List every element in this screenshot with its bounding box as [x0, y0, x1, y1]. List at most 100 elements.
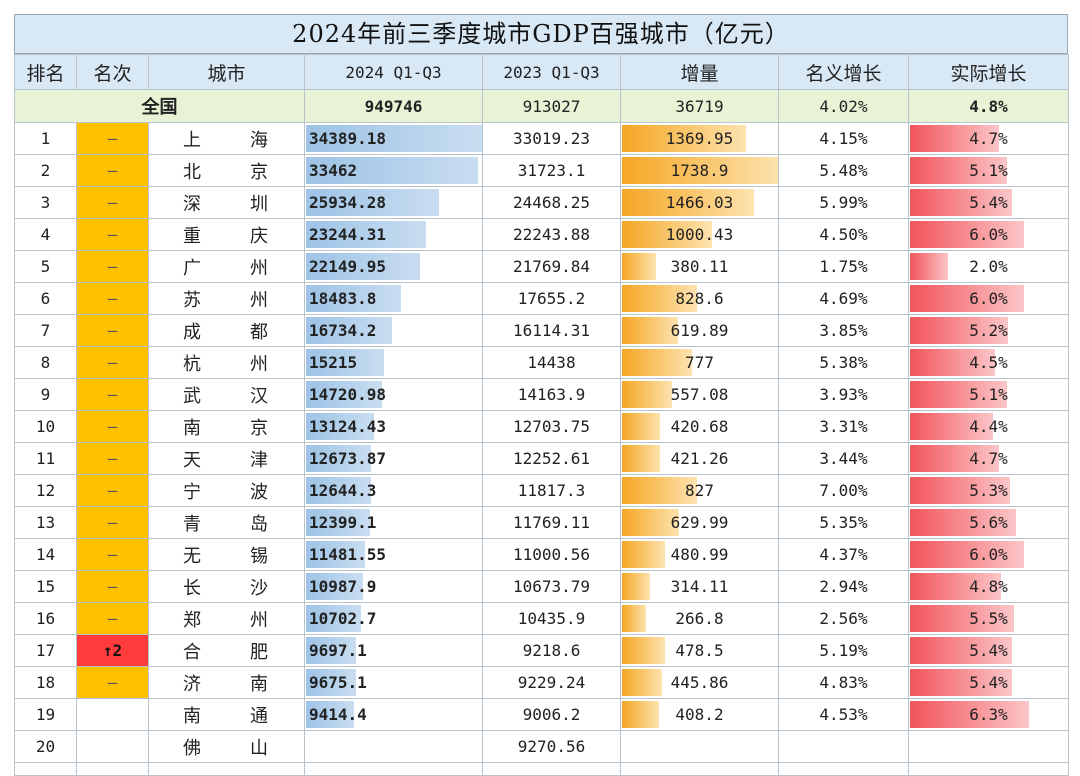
rank-cell: 15 — [14, 570, 77, 603]
real-growth-cell — [908, 730, 1069, 763]
city-char-2: 岛 — [250, 513, 268, 535]
table-row: 17 ↑2 合肥 9697.1 9218.6 478.5 5.19% 5.4% — [14, 634, 1069, 667]
real-growth-bar — [910, 701, 1030, 728]
increase-cell: 557.08 — [620, 378, 779, 411]
table-row: 8— 杭州 15215 14438 777 5.38% 4.5% — [14, 346, 1069, 379]
increase-cell: 478.5 — [620, 634, 779, 667]
col-header-nominal[interactable]: 名义增长 — [778, 54, 909, 90]
table-row: 16— 郑州 10702.7 10435.9 266.8 2.56% 5.5% — [14, 602, 1069, 635]
real-growth-bar — [910, 445, 1000, 472]
city-char-1: 杭 — [183, 353, 201, 375]
city-cell: 青岛 — [148, 506, 305, 539]
city-char-2: 海 — [250, 129, 268, 151]
real-growth-bar — [910, 413, 994, 440]
real-growth-cell: 6.3% — [908, 698, 1069, 731]
real-growth-bar — [910, 317, 1009, 344]
table-row: 11— 天津 12673.87 12252.61 421.26 3.44% 4.7% — [14, 442, 1069, 475]
table-row: 6— 苏州 18483.8 17655.2 828.6 4.69% 6.0% — [14, 282, 1069, 315]
nominal-growth-cell: 4.83% — [778, 666, 909, 699]
gdp2023-cell: 11000.56 — [482, 538, 621, 571]
nominal-growth-cell: 5.38% — [778, 346, 909, 379]
rank-cell: 13 — [14, 506, 77, 539]
increase-cell: 827 — [620, 474, 779, 507]
gdp2023-cell: 9229.24 — [482, 666, 621, 699]
real-growth-cell: 5.1% — [908, 154, 1069, 187]
rank-change-badge: — — [76, 666, 149, 699]
real-growth-cell: 4.7% — [908, 122, 1069, 155]
gdp2024-cell — [304, 730, 483, 763]
city-cell: 无锡 — [148, 538, 305, 571]
gdp2024-cell: 33462 — [304, 154, 483, 187]
table-row: 15— 长沙 10987.9 10673.79 314.11 2.94% 4.8% — [14, 570, 1069, 603]
real-growth-bar — [910, 381, 1007, 408]
gdp2024-cell: 25934.28 — [304, 186, 483, 219]
table-row: 4— 重庆 23244.31 22243.88 1000.43 4.50% 6.0% — [14, 218, 1069, 251]
city-cell: 深圳 — [148, 186, 305, 219]
gdp2023-cell: 16114.31 — [482, 314, 621, 347]
rank-change-badge: — — [76, 218, 149, 251]
real-growth-cell: 6.0% — [908, 218, 1069, 251]
col-header-real[interactable]: 实际增长 — [908, 54, 1069, 90]
city-char-1: 郑 — [183, 609, 201, 631]
city-char-1: 成 — [183, 321, 201, 343]
city-char-1: 青 — [183, 513, 201, 535]
increase-bar — [622, 157, 778, 184]
nominal-growth-cell: 5.35% — [778, 506, 909, 539]
increase-bar — [622, 189, 755, 216]
city-cell: 北京 — [148, 154, 305, 187]
col-header-gdp2023[interactable]: 2023 Q1-Q3 — [482, 54, 621, 90]
increase-cell: 380.11 — [620, 250, 779, 283]
city-char-1: 重 — [183, 225, 201, 247]
city-char-2: 州 — [250, 353, 268, 375]
nominal-growth-cell: 4.15% — [778, 122, 909, 155]
increase-bar — [622, 509, 679, 536]
real-growth-cell: 4.8% — [908, 570, 1069, 603]
rank-cell: 14 — [14, 538, 77, 571]
gdp2024-bar — [306, 125, 482, 152]
partial-row — [14, 762, 1069, 776]
national-real: 4.8% — [908, 89, 1069, 123]
table-row: 9— 武汉 14720.98 14163.9 557.08 3.93% 5.1% — [14, 378, 1069, 411]
gdp2024-bar — [306, 445, 372, 472]
increase-cell: 1000.43 — [620, 218, 779, 251]
gdp2023-cell: 9270.56 — [482, 730, 621, 763]
rank-cell: 3 — [14, 186, 77, 219]
col-header-city[interactable]: 城市 — [148, 54, 305, 90]
real-growth-bar — [910, 477, 1011, 504]
rank-cell: 5 — [14, 250, 77, 283]
gdp2024-bar — [306, 413, 374, 440]
gdp2023-cell: 14163.9 — [482, 378, 621, 411]
col-header-rank[interactable]: 排名 — [14, 54, 77, 90]
col-header-gdp2024[interactable]: 2024 Q1-Q3 — [304, 54, 483, 90]
table-title: 2024年前三季度城市GDP百强城市（亿元） — [14, 14, 1068, 54]
real-growth-bar — [910, 157, 1007, 184]
real-growth-cell: 5.3% — [908, 474, 1069, 507]
city-char-1: 广 — [183, 257, 201, 279]
city-char-1: 佛 — [183, 737, 201, 759]
gdp2023-cell: 9006.2 — [482, 698, 621, 731]
increase-cell: 619.89 — [620, 314, 779, 347]
real-growth-bar — [910, 669, 1013, 696]
gdp2023-cell: 12252.61 — [482, 442, 621, 475]
rank-change-badge: — — [76, 378, 149, 411]
gdp2023-cell: 31723.1 — [482, 154, 621, 187]
real-growth-cell: 5.5% — [908, 602, 1069, 635]
gdp2024-cell: 13124.43 — [304, 410, 483, 443]
city-char-2: 山 — [250, 737, 268, 759]
table-row: 12— 宁波 12644.3 11817.3 827 7.00% 5.3% — [14, 474, 1069, 507]
col-header-change[interactable]: 名次 — [76, 54, 149, 90]
table-row: 2— 北京 33462 31723.1 1738.9 5.48% 5.1% — [14, 154, 1069, 187]
rank-change-badge: — — [76, 602, 149, 635]
city-char-1: 南 — [183, 705, 201, 727]
nominal-growth-cell: 2.94% — [778, 570, 909, 603]
gdp2024-bar — [306, 221, 426, 248]
city-char-1: 合 — [183, 641, 201, 663]
city-cell: 济南 — [148, 666, 305, 699]
col-header-increase[interactable]: 增量 — [620, 54, 779, 90]
increase-bar — [622, 285, 697, 312]
table-row: 5— 广州 22149.95 21769.84 380.11 1.75% 2.0% — [14, 250, 1069, 283]
city-char-1: 南 — [183, 417, 201, 439]
increase-bar — [622, 637, 666, 664]
table-row: 18— 济南 9675.1 9229.24 445.86 4.83% 5.4% — [14, 666, 1069, 699]
rank-change-badge — [76, 698, 149, 731]
